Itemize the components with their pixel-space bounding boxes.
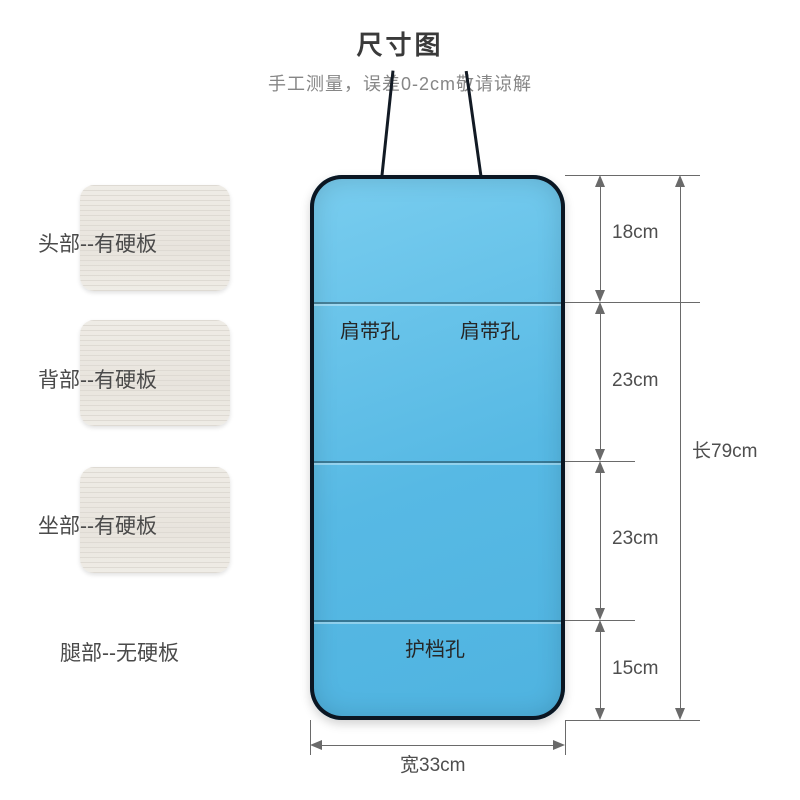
dim-total-label: 长79cm [692,436,757,463]
label-strap-hole-left: 肩带孔 [340,315,400,344]
dim-section-seat-arrow-down [595,608,605,620]
part-label-back: 背部--有硬板 [38,364,157,394]
dim-section-leg-arrow-down [595,708,605,720]
part-label-seat: 坐部--有硬板 [38,510,157,540]
dim-section-seat-arrow-up [595,461,605,473]
seam-1 [314,302,561,306]
part-label-leg: 腿部--无硬板 [60,637,179,667]
part-label-head: 头部--有硬板 [38,228,157,258]
dim-section-head-line [600,185,601,292]
dim-width-label: 宽33cm [400,750,465,777]
seam-3 [314,620,561,624]
strap-right [465,71,483,180]
dim-total-arrow-up [675,175,685,187]
dim-width-arrow-left [310,740,322,750]
dim-section-back-line [600,312,601,451]
dim-total-line [680,185,681,710]
dim-section-back-label: 23cm [612,370,658,392]
width-tick-right [565,720,566,755]
dim-section-leg-label: 15cm [612,658,658,680]
cushion: 肩带孔 肩带孔 护档孔 [310,175,565,720]
dim-section-head-arrow-up [595,175,605,187]
dim-section-head-arrow-down [595,290,605,302]
dim-section-back-arrow-up [595,302,605,314]
dim-width-arrow-right [553,740,565,750]
dim-section-leg-line [600,630,601,710]
dim-width-line [322,745,553,746]
tick-4 [565,720,700,721]
dim-total-arrow-down [675,708,685,720]
dim-section-seat-label: 23cm [612,528,658,550]
dim-section-leg-arrow-up [595,620,605,632]
label-guard-hole: 护档孔 [405,633,465,662]
dim-section-head-label: 18cm [612,222,658,244]
label-strap-hole-right: 肩带孔 [460,315,520,344]
dim-section-seat-line [600,471,601,610]
diagram-stage: 肩带孔 肩带孔 护档孔 头部--有硬板 背部--有硬板 坐部--有硬板 腿部--… [0,0,800,800]
dim-section-back-arrow-down [595,449,605,461]
strap-left [380,70,394,180]
seam-2 [314,461,561,465]
